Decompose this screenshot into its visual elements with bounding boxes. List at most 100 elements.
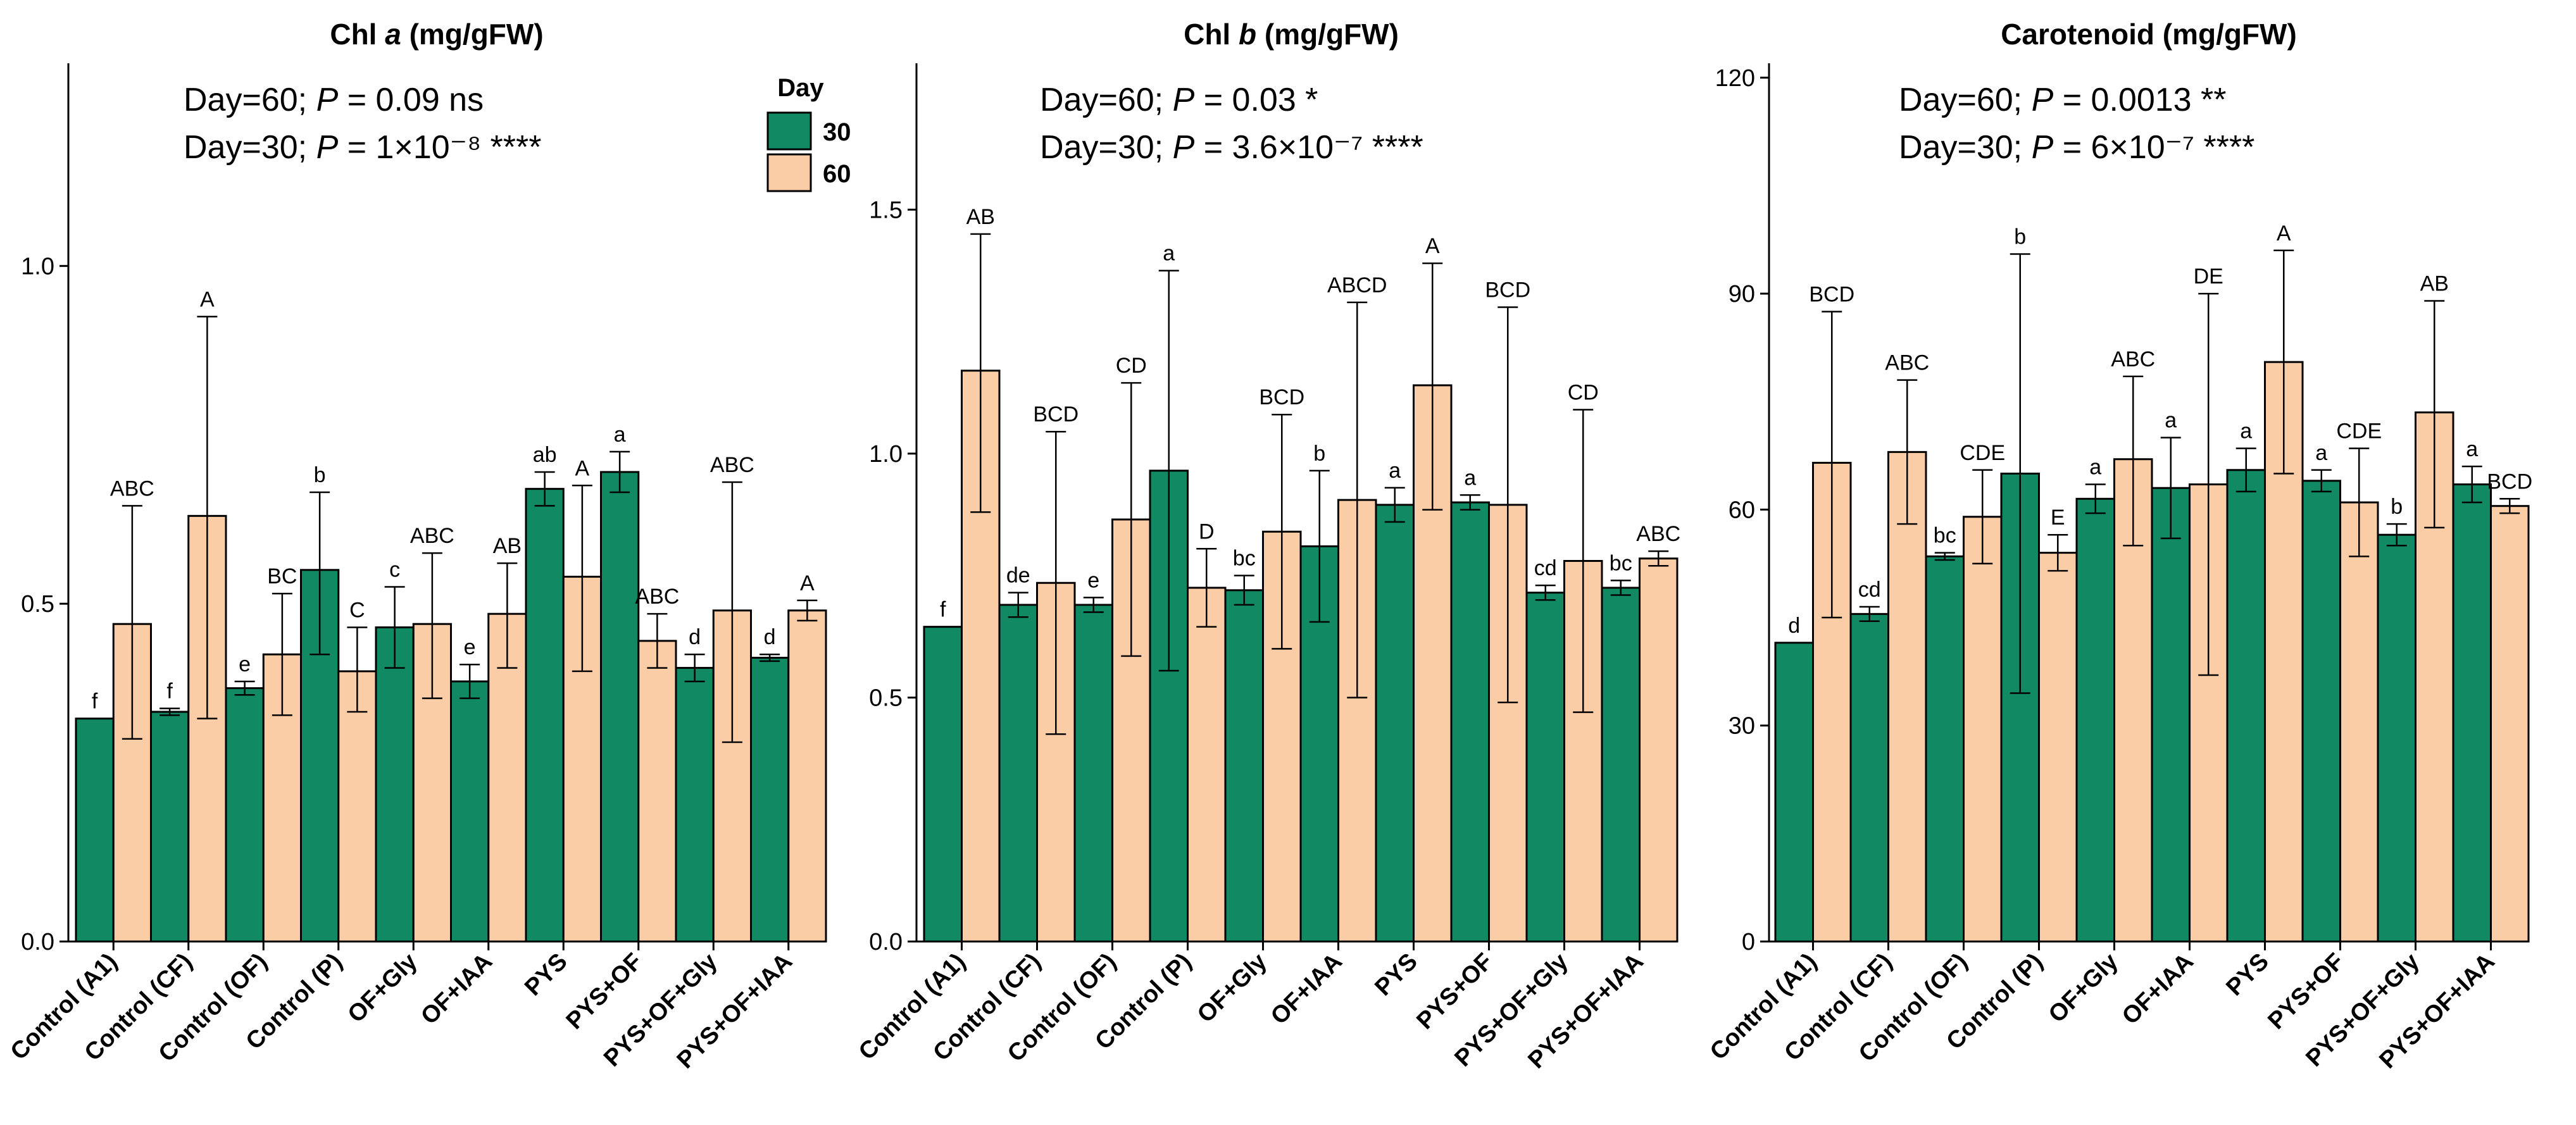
bar-day-60 <box>787 609 827 943</box>
stat-prefix: Day=30; <box>1899 129 2032 166</box>
chart-title: Chl b (mg/gFW) <box>1184 18 1399 51</box>
bar-day-30 <box>675 667 715 943</box>
bar-day-30 <box>2301 480 2341 943</box>
significance-label: d <box>689 625 701 649</box>
y-tick-label: 0 <box>1742 929 1755 955</box>
significance-label: AB <box>966 205 995 229</box>
bar-day-30 <box>75 718 115 943</box>
stat-line: Day=60; P = 0.09 ns <box>184 82 484 118</box>
significance-label: e <box>1087 568 1099 592</box>
significance-label: d <box>1788 614 1800 638</box>
stat-prefix: Day=30; <box>184 129 316 166</box>
y-tick-label: 1.5 <box>869 197 903 223</box>
bar-day-30 <box>1450 501 1490 943</box>
legend-title: Day <box>777 74 824 102</box>
y-tick-label: 90 <box>1729 281 1755 308</box>
bar-day-30 <box>2226 469 2266 943</box>
significance-label: bc <box>1934 524 1956 548</box>
stat-p-symbol: P <box>2032 82 2054 118</box>
bar-day-30 <box>2151 487 2191 943</box>
bar-day-30 <box>2452 483 2492 943</box>
significance-label: BCD <box>1033 402 1079 426</box>
significance-label: e <box>464 635 476 659</box>
legend-label-day-30: 30 <box>823 118 851 146</box>
significance-label: a <box>1163 242 1175 266</box>
significance-label: f <box>940 598 946 622</box>
significance-label: a <box>2240 420 2252 444</box>
bar-day-30 <box>1601 587 1641 943</box>
chart-title: Chl a (mg/gFW) <box>330 18 543 51</box>
chart-title-main: Carotenoid (mg/gFW) <box>2001 18 2297 51</box>
y-tick-label: 1.0 <box>869 441 903 468</box>
stat-p-symbol: P <box>316 129 339 166</box>
bar-day-30 <box>1073 604 1113 943</box>
significance-label: DE <box>2194 264 2223 289</box>
significance-label: ABC <box>710 453 754 477</box>
bar-day-60 <box>1963 516 2003 943</box>
x-tick-label: OF+IAA <box>2117 948 2199 1030</box>
chart-title: Carotenoid (mg/gFW) <box>2001 18 2297 51</box>
stat-line: Day=60; P = 0.03 * <box>1040 82 1318 118</box>
bar-day-30 <box>998 604 1038 943</box>
significance-label: A <box>1425 234 1440 258</box>
significance-label: C <box>349 599 365 623</box>
bar-day-60 <box>2038 552 2078 943</box>
significance-label: AB <box>493 534 522 558</box>
y-tick-label: 0.0 <box>869 929 903 955</box>
stat-prefix: Day=60; <box>1040 82 1173 118</box>
bar-day-30 <box>525 488 565 943</box>
significance-label: de <box>1006 564 1030 588</box>
significance-label: a <box>1464 466 1476 490</box>
bar-day-30 <box>225 687 265 943</box>
significance-label: cd <box>1534 556 1557 580</box>
significance-label: bc <box>1610 551 1632 575</box>
chart-title-unit: (mg/gFW) <box>401 18 544 51</box>
significance-label: ABC <box>635 585 679 609</box>
significance-label: BCD <box>1259 385 1304 409</box>
chl-b-chart: Chl b (mg/gFW) Day=60; P = 0.03 * Day=30; … <box>854 18 1680 1074</box>
significance-label: A <box>800 571 815 595</box>
stat-value: = 3.6×10⁻⁷ **** <box>1194 129 1423 166</box>
significance-label: b <box>2391 495 2403 519</box>
stat-prefix: Day=60; <box>1899 82 2032 118</box>
significance-label: b <box>1313 442 1325 466</box>
stat-value: = 0.0013 ** <box>2053 82 2226 118</box>
x-tick-label: PYS <box>520 948 572 1001</box>
bar-day-30 <box>750 657 790 943</box>
stat-line: Day=60; P = 0.0013 ** <box>1899 82 2227 118</box>
significance-label: a <box>614 423 626 447</box>
y-tick-label: 0.5 <box>869 685 903 711</box>
chart-title-italic: b <box>1239 18 1256 51</box>
significance-label: bc <box>1233 547 1256 571</box>
y-tick-label: 30 <box>1729 713 1755 740</box>
bar-day-60 <box>2339 501 2379 943</box>
significance-label: f <box>92 690 98 714</box>
significance-label: BCD <box>1485 278 1530 302</box>
bar-day-60 <box>637 640 677 943</box>
stat-value: = 0.03 * <box>1194 82 1318 118</box>
x-tick-label: OF+IAA <box>416 948 497 1030</box>
x-tick-label: OF+Gly <box>2044 948 2123 1028</box>
bar-day-30 <box>1849 612 1889 943</box>
chart-title-italic: a <box>385 18 401 51</box>
significance-label: E <box>2051 506 2065 530</box>
stat-value: = 1×10⁻⁸ **** <box>338 129 541 166</box>
significance-label: c <box>389 557 400 581</box>
significance-label: CDE <box>2336 420 2382 444</box>
stat-p-symbol: P <box>1173 129 1195 166</box>
significance-label: A <box>2277 221 2291 246</box>
bar-day-60 <box>1639 557 1679 943</box>
chart-title-unit: (mg/gFW) <box>1256 18 1399 51</box>
bar-day-30 <box>2075 497 2115 943</box>
significance-label: BCD <box>2487 469 2532 494</box>
bar-day-30 <box>1525 592 1565 943</box>
carotenoid-chart: Carotenoid (mg/gFW) Day=60; P = 0.0013 **… <box>1705 18 2532 1074</box>
bar-day-60 <box>1187 587 1227 943</box>
y-tick-label: 0.0 <box>21 929 54 955</box>
significance-label: ab <box>533 443 557 467</box>
x-tick-label: OF+Gly <box>343 948 423 1028</box>
stat-prefix: Day=30; <box>1040 129 1173 166</box>
bar-day-30 <box>1375 504 1415 943</box>
bar-day-30 <box>450 680 490 943</box>
